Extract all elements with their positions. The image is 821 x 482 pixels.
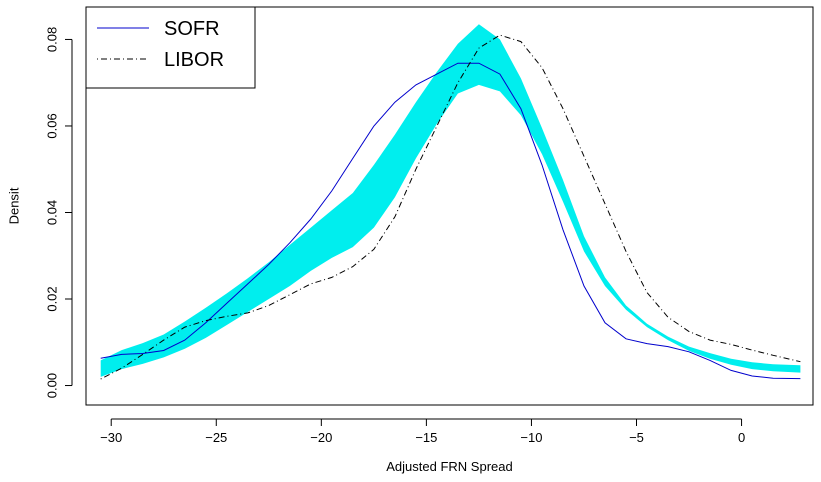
x-tick-label: 0 xyxy=(738,430,745,445)
y-tick-label: 0.06 xyxy=(45,113,60,138)
series-line-sofr xyxy=(100,62,801,380)
legend: SOFR LIBOR xyxy=(85,6,256,89)
legend-label-sofr: SOFR xyxy=(164,18,220,40)
x-tick-label: −10 xyxy=(520,430,542,445)
confidence-band xyxy=(100,24,801,377)
y-axis: 0.00 0.02 0.04 0.06 0.08 xyxy=(45,27,73,398)
x-tick-label: −25 xyxy=(205,430,227,445)
x-axis: −30 −25 −20 −15 −10 −5 0 xyxy=(100,418,745,445)
y-tick-label: 0.04 xyxy=(45,200,60,225)
y-axis-title: Densit xyxy=(7,187,22,224)
x-tick-label: −30 xyxy=(100,430,122,445)
y-tick-label: 0.00 xyxy=(45,373,60,398)
series-layer xyxy=(100,34,801,380)
y-tick-label: 0.02 xyxy=(45,286,60,311)
x-axis-title: Adjusted FRN Spread xyxy=(386,459,512,474)
y-tick-label: 0.08 xyxy=(45,27,60,52)
series-line-libor xyxy=(100,34,801,380)
legend-label-libor: LIBOR xyxy=(164,49,224,71)
x-tick-label: −20 xyxy=(310,430,332,445)
legend-box xyxy=(85,6,256,89)
plot-frame xyxy=(85,6,814,406)
x-tick-label: −15 xyxy=(415,430,437,445)
x-tick-label: −5 xyxy=(629,430,644,445)
